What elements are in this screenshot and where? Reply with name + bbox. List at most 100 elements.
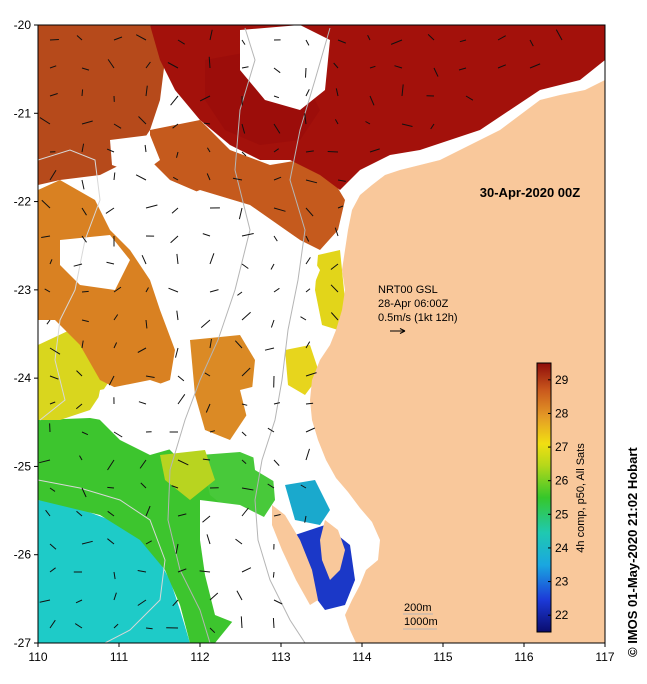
current-vector: [300, 484, 307, 489]
imos-credit: © IMOS 01-May-2020 21:02 Hobart: [625, 447, 640, 657]
current-vector: [76, 35, 83, 41]
y-tick-label: -27: [14, 636, 32, 650]
current-vector: [105, 207, 115, 214]
current-vector: [200, 319, 211, 328]
current-vector: [267, 427, 275, 433]
map-plot-area: [38, 25, 605, 643]
sst-region-yellow-coast: [315, 250, 345, 330]
current-vector: [234, 340, 243, 349]
current-vector: [241, 567, 252, 573]
current-vector: [81, 487, 87, 498]
current-vector: [49, 619, 56, 629]
x-tick-label: 116: [514, 650, 533, 664]
annotation-time: 28-Apr 06:00Z: [378, 298, 449, 310]
current-vector: [273, 599, 283, 605]
current-vector: [171, 207, 179, 214]
y-tick-label: -24: [14, 371, 32, 385]
current-vector: [458, 67, 467, 71]
current-vector: [113, 172, 116, 181]
current-vector: [273, 402, 281, 405]
current-vector: [206, 534, 211, 545]
plot-frame: [37, 24, 606, 644]
current-vector: [108, 375, 115, 386]
colorbar-tick-label: 23: [555, 575, 569, 589]
current-vector: [427, 34, 435, 41]
current-vector: [209, 338, 212, 349]
current-vector: [273, 67, 281, 74]
land-peninsula: [365, 195, 385, 245]
colorbar-tick-label: 26: [555, 474, 569, 488]
current-vector: [145, 61, 151, 69]
current-vector: [138, 401, 147, 405]
isobath-label-1000m: 1000m: [404, 616, 438, 628]
current-vector: [49, 375, 59, 380]
x-tick-label: 112: [190, 650, 209, 664]
current-vector: [106, 148, 115, 153]
current-vector: [273, 148, 279, 153]
current-vector: [555, 29, 563, 41]
current-vector: [241, 459, 247, 464]
current-vector: [241, 367, 251, 377]
current-vector: [73, 263, 83, 267]
current-vector: [241, 123, 246, 134]
current-vector: [81, 207, 87, 216]
current-vector: [401, 123, 413, 127]
current-vector: [529, 63, 541, 69]
current-vector: [137, 347, 147, 353]
current-vector: [367, 34, 371, 41]
current-vector: [305, 39, 310, 46]
colorbar-tick-label: 27: [555, 440, 569, 454]
current-vector: [168, 287, 179, 293]
no-data-gap-1: [240, 25, 330, 110]
isobath-1000m: [167, 27, 256, 643]
current-vector: [107, 538, 115, 545]
current-vector: [300, 316, 307, 321]
current-vector: [433, 67, 439, 77]
current-vector: [273, 176, 282, 181]
current-vector: [241, 431, 247, 437]
current-vector: [113, 286, 122, 293]
current-vector: [177, 513, 187, 517]
current-vector: [145, 627, 153, 630]
current-vector: [76, 510, 83, 517]
x-tick-label: 110: [28, 650, 47, 664]
current-vector: [113, 431, 123, 438]
current-vector: [206, 173, 211, 181]
current-vector: [175, 543, 179, 554]
current-vector: [335, 88, 339, 97]
x-tick-label: 117: [595, 650, 614, 664]
colorbar-tick-label: 22: [555, 608, 569, 622]
current-vector: [241, 151, 247, 157]
current-vector: [235, 538, 243, 545]
current-vector: [106, 261, 115, 265]
land-dirk-hartog-island: [272, 505, 318, 605]
current-vector: [177, 375, 185, 382]
y-tick-label: -25: [14, 459, 32, 473]
current-vector: [145, 204, 158, 209]
current-vector-field: [39, 29, 563, 634]
current-vector: [209, 289, 219, 293]
current-vector: [305, 372, 317, 377]
current-vector: [177, 568, 187, 573]
current-vector: [49, 169, 57, 181]
current-vector: [170, 95, 179, 106]
current-vector: [49, 39, 59, 41]
current-vector: [81, 540, 93, 545]
current-vector: [238, 207, 243, 220]
current-vector: [337, 205, 344, 209]
scale-arrow-head-icon: [399, 328, 406, 334]
current-vector: [113, 623, 119, 629]
current-vector: [237, 291, 243, 296]
current-vector: [107, 459, 115, 471]
current-vector: [41, 235, 51, 238]
y-tick-label: -20: [14, 18, 32, 32]
current-vector: [145, 319, 148, 329]
current-vector: [205, 403, 211, 413]
current-vector: [81, 340, 84, 349]
current-vector: [135, 34, 147, 41]
current-vector: [49, 259, 53, 265]
current-vector: [113, 36, 123, 41]
current-vector: [305, 427, 316, 433]
current-vector: [171, 485, 179, 489]
